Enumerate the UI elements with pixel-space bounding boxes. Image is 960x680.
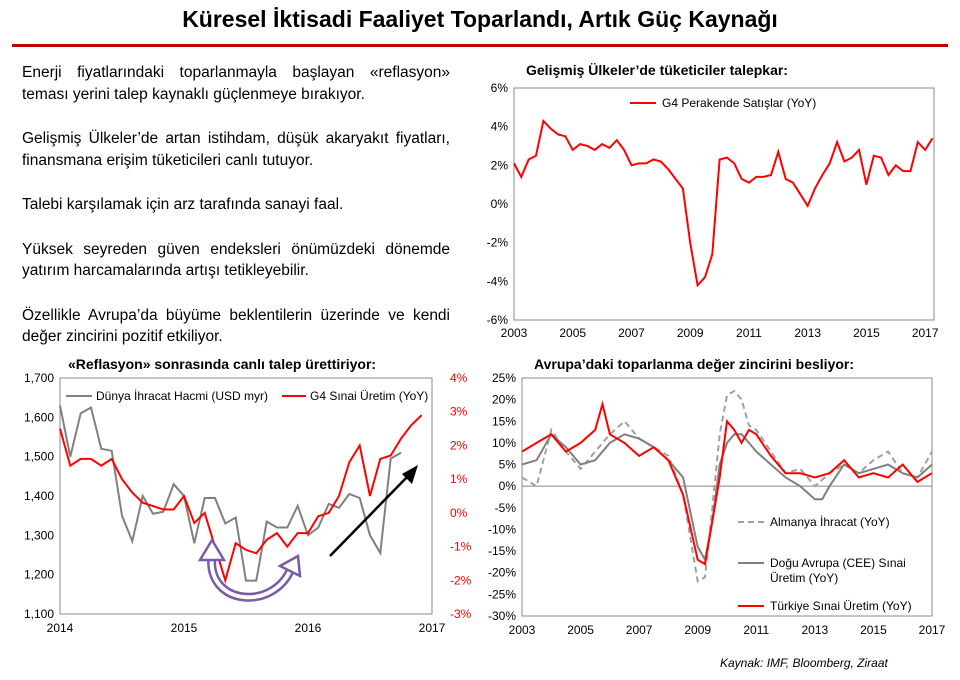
bullet-reflation: Enerji fiyatlarındaki toparlanmayla başl… [22,64,450,103]
trade-y-right-tick-label: 1% [450,472,468,486]
trade-ip-line [59,414,423,584]
europe-x-tick-label: 2011 [743,623,769,637]
trade-y-left-tick-label: 1,300 [24,528,54,542]
retail-x-tick-label: 2003 [501,326,528,340]
trade-y-right-tick-label: -3% [450,607,472,621]
europe-chart-title: Avrupa’daki toparlanma değer zincirini b… [534,356,855,372]
europe-y-tick-label: 15% [492,414,516,428]
europe-legend-label: Almanya İhracat (YoY) [770,515,890,529]
retail-y-tick-label: -2% [487,236,509,250]
retail-y-tick-label: 2% [491,158,509,172]
trade-y-right-tick-label: -1% [450,540,472,554]
purple-arrow-head-right [277,553,302,579]
trade-y-right-tick-label: 2% [450,438,468,452]
source-note: Kaynak: IMF, Bloomberg, Ziraat [720,656,888,670]
europe-y-tick-label: -15% [488,544,516,558]
europe-y-tick-label: -5% [495,501,517,515]
purple-arrow-head-left [197,537,227,562]
europe-x-tick-label: 2007 [626,623,653,637]
trade-legend-label: Dünya İhracat Hacmi (USD myr) [96,389,268,403]
europe-y-tick-label: 0% [499,479,517,493]
retail-x-tick-label: 2009 [677,326,704,340]
europe-cee-ip-line [521,432,933,563]
europe-y-tick-label: -30% [488,609,516,623]
bullet-industry: Talebi karşılamak için arz tarafında san… [22,196,344,213]
trade-y-left-tick-label: 1,100 [24,607,54,621]
europe-legend-label: Türkiye Sınai Üretim (YoY) [770,599,912,613]
europe-x-tick-label: 2013 [802,623,829,637]
trade-x-tick-label: 2015 [171,621,198,635]
trade-x-tick-label: 2016 [295,621,322,635]
retail-x-tick-label: 2015 [853,326,880,340]
retail-x-tick-label: 2017 [912,326,939,340]
europe-x-tick-label: 2015 [860,623,887,637]
europe-y-tick-label: -25% [488,587,516,601]
europe-x-tick-label: 2005 [567,623,594,637]
bullet-europe: Özellikle Avrupa’da büyüme beklentilerin… [22,306,450,346]
trade-y-right-tick-label: 4% [450,371,468,385]
page-title: Küresel İktisadi Faaliyet Toparlandı, Ar… [182,6,778,32]
retail-y-tick-label: 6% [491,81,509,95]
title-rule [12,44,948,47]
retail-y-tick-label: -6% [487,313,509,327]
europe-legend-bg [736,554,928,588]
trade-y-right-tick-label: 0% [450,506,468,520]
europe-legend-label: Doğu Avrupa (CEE) Sınai Üretim (YoY) [770,556,906,585]
europe-legend-label-line: Üretim (YoY) [770,571,838,585]
retail-x-tick-label: 2005 [559,326,586,340]
retail-x-tick-label: 2013 [794,326,821,340]
trade-y-left-tick-label: 1,400 [24,489,54,503]
europe-y-tick-label: 25% [492,371,516,385]
trade-x-tick-label: 2017 [419,621,446,635]
retail-x-tick-label: 2007 [618,326,645,340]
europe-turkey-ip-line [521,400,933,566]
trade-y-left-tick-label: 1,700 [24,371,54,385]
europe-x-tick-label: 2017 [919,623,946,637]
trade-legend-label: G4 Sınai Üretim (YoY) [310,389,428,403]
europe-plot-frame [521,377,933,617]
trade-y-right-tick-label: 3% [450,405,468,419]
europe-legend-label-line: Doğu Avrupa (CEE) Sınai [770,556,906,570]
europe-y-tick-label: -10% [488,522,516,536]
europe-y-tick-label: 5% [499,458,517,472]
retail-y-tick-label: 4% [491,120,509,134]
europe-x-tick-label: 2003 [509,623,536,637]
black-trend-arrow-line [329,473,411,557]
bullet-consumers: Gelişmiş Ülkeler’de artan istihdam, düşü… [22,130,450,169]
trade-exports-line [59,405,402,582]
purple-u-turn-arrow-inner [209,555,294,600]
retail-chart-title: Gelişmiş Ülkeler’de tüketiciler talepkar… [526,62,788,78]
retail-y-tick-label: 0% [491,197,509,211]
europe-x-tick-label: 2009 [684,623,711,637]
bullet-confidence: Yüksek seyreden güven endeksleri önümüzd… [22,240,450,280]
retail-legend-label: G4 Perakende Satışlar (YoY) [662,96,816,110]
trade-y-left-tick-label: 1,200 [24,568,54,582]
bullet-list: Enerji fiyatlarındaki toparlanmayla başl… [22,62,450,371]
trade-y-left-tick-label: 1,500 [24,450,54,464]
retail-x-tick-label: 2011 [736,326,762,340]
retail-y-tick-label: -4% [487,274,509,288]
retail-series-line [513,118,934,288]
trade-y-left-tick-label: 1,600 [24,410,54,424]
europe-y-tick-label: -20% [488,566,516,580]
retail-plot-frame [513,87,935,321]
europe-legend-bg [736,598,928,614]
trade-x-tick-label: 2014 [47,621,74,635]
europe-y-tick-label: 20% [492,393,516,407]
black-trend-arrow-head [402,465,418,484]
europe-y-tick-label: 10% [492,436,516,450]
trade-chart-title: «Reflasyon» sonrasında canlı talep ürett… [68,356,377,372]
trade-y-right-tick-label: -2% [450,573,472,587]
trade-plot-frame [59,377,433,615]
